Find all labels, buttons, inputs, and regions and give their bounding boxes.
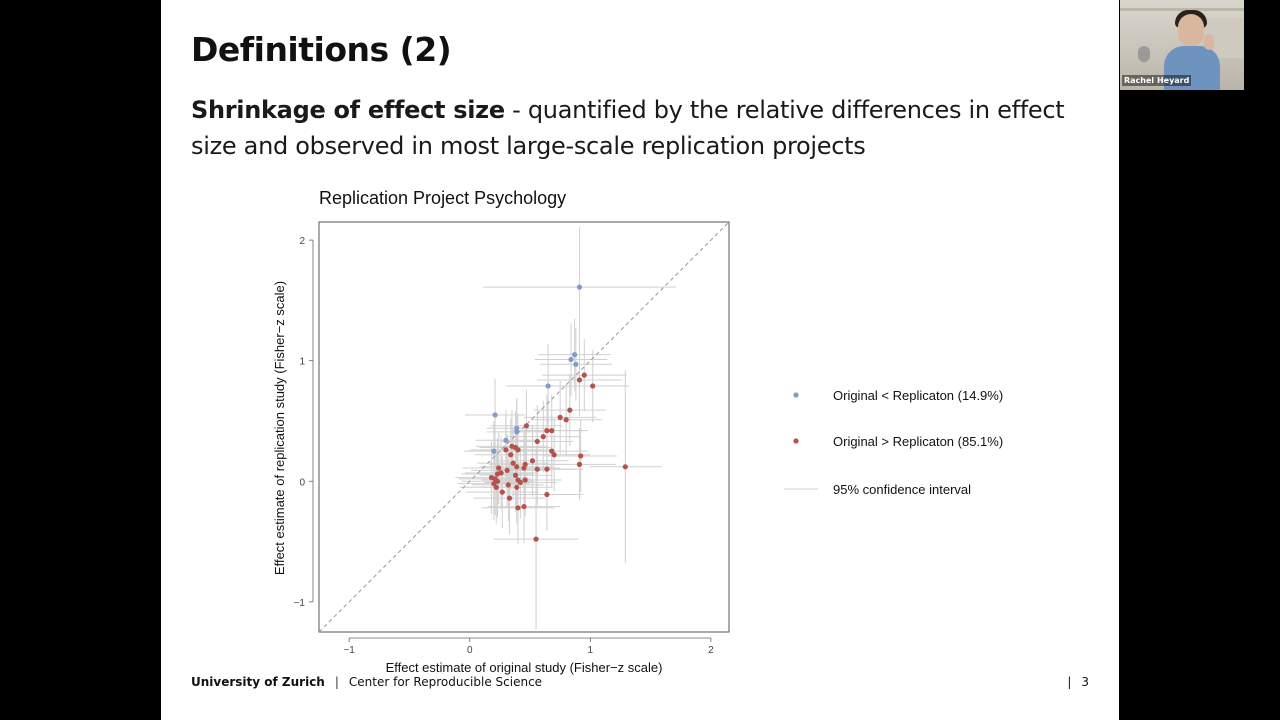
- red-point: [581, 372, 587, 378]
- blue-point: [514, 425, 520, 431]
- blue-point: [573, 361, 579, 367]
- scatter-plot: −1 0 1 2 −1 0 1 2 Effect estimate of original s…: [272, 221, 1003, 675]
- red-point: [503, 447, 509, 453]
- red-point: [549, 428, 555, 434]
- red-point: [506, 495, 513, 501]
- participant-name-label: Rachel Heyard: [1122, 75, 1192, 86]
- footer-separator: |: [334, 675, 339, 689]
- x-tick-label: 0: [467, 645, 473, 656]
- y-tick-label: −1: [294, 598, 306, 609]
- plot-frame: [318, 221, 730, 633]
- data-points: [488, 284, 628, 542]
- participant-video[interactable]: Rachel Heyard: [1120, 0, 1244, 90]
- y-tick-label: 1: [299, 357, 305, 368]
- legend-label: 95% confidence interval: [833, 482, 971, 497]
- red-point: [521, 465, 527, 471]
- axes: −1 0 1 2 −1 0 1 2: [294, 236, 715, 656]
- blue-point: [491, 448, 497, 454]
- x-tick-label: 2: [708, 645, 714, 656]
- red-point: [544, 428, 550, 434]
- red-point: [534, 466, 540, 472]
- red-point: [576, 377, 583, 383]
- red-point: [590, 383, 596, 389]
- slide-title: Definitions (2): [191, 30, 452, 69]
- legend-marker: [793, 438, 799, 444]
- red-point: [534, 438, 540, 445]
- red-point: [514, 464, 520, 470]
- red-point: [508, 452, 514, 458]
- red-point: [505, 482, 511, 488]
- legend-marker: [793, 392, 799, 398]
- y-tick-label: 2: [299, 236, 305, 247]
- blue-point: [576, 284, 583, 290]
- x-tick-label: −1: [343, 645, 355, 656]
- blue-point: [492, 412, 498, 418]
- y-tick-label: 0: [299, 477, 305, 488]
- red-point: [504, 467, 510, 474]
- blue-point: [514, 429, 520, 435]
- legend-label: Original > Replicaton (85.1%): [833, 434, 1003, 449]
- red-point: [512, 472, 519, 478]
- red-point: [544, 466, 550, 472]
- page-number: 3: [1081, 675, 1089, 689]
- subtitle-emphasis: Shrinkage of effect size: [191, 96, 505, 124]
- legend: Original < Replicaton (14.9%) Original > …: [784, 388, 1003, 497]
- red-point: [533, 536, 539, 542]
- chart-title: Replication Project Psychology: [319, 188, 567, 208]
- red-point: [514, 484, 520, 490]
- blue-point: [545, 383, 551, 389]
- identity-line: [318, 221, 730, 633]
- presentation-slide: Definitions (2) Shrinkage of effect size…: [161, 0, 1119, 720]
- red-point: [522, 477, 528, 483]
- blue-point: [503, 437, 509, 443]
- red-point: [551, 452, 557, 458]
- red-point: [494, 471, 501, 477]
- participant-body: [1164, 46, 1220, 90]
- red-point: [567, 407, 573, 413]
- footer: University of Zurich | Center for Reproduc…: [191, 675, 542, 689]
- x-tick-label: 1: [588, 645, 594, 656]
- red-point: [544, 491, 550, 498]
- red-point: [523, 423, 530, 429]
- red-point: [515, 505, 521, 511]
- red-point: [622, 464, 628, 470]
- subtitle-text: - quantified by the relative differences…: [191, 96, 1065, 160]
- red-point: [576, 461, 583, 467]
- blue-point: [572, 352, 578, 358]
- red-point: [557, 414, 563, 420]
- y-axis-label: Effect estimate of replication study (Fi…: [272, 281, 287, 575]
- red-point: [578, 453, 584, 459]
- red-point: [563, 417, 569, 423]
- background-lamp: [1138, 46, 1150, 62]
- background-shelf: [1120, 8, 1244, 11]
- legend-label: Original < Replicaton (14.9%): [833, 388, 1003, 403]
- red-point: [515, 447, 521, 453]
- confidence-intervals: [455, 226, 676, 630]
- footer-center-name: Center for Reproducible Science: [348, 675, 543, 689]
- red-point: [540, 434, 546, 440]
- red-point: [521, 503, 527, 510]
- page-number-area: | 3: [1067, 675, 1089, 689]
- x-axis-label: Effect estimate of original study (Fishe…: [386, 660, 663, 675]
- participant-face: [1178, 14, 1204, 46]
- page-separator: |: [1067, 675, 1072, 689]
- participant-hand: [1204, 34, 1214, 50]
- red-point: [496, 465, 502, 471]
- red-point: [517, 479, 523, 486]
- red-point: [493, 484, 499, 490]
- red-point: [499, 489, 505, 495]
- red-point: [529, 458, 536, 464]
- footer-university: University of Zurich: [191, 675, 325, 689]
- blue-point: [568, 356, 574, 363]
- slide-subtitle: Shrinkage of effect size - quantified by…: [191, 92, 1081, 164]
- red-point: [510, 460, 516, 466]
